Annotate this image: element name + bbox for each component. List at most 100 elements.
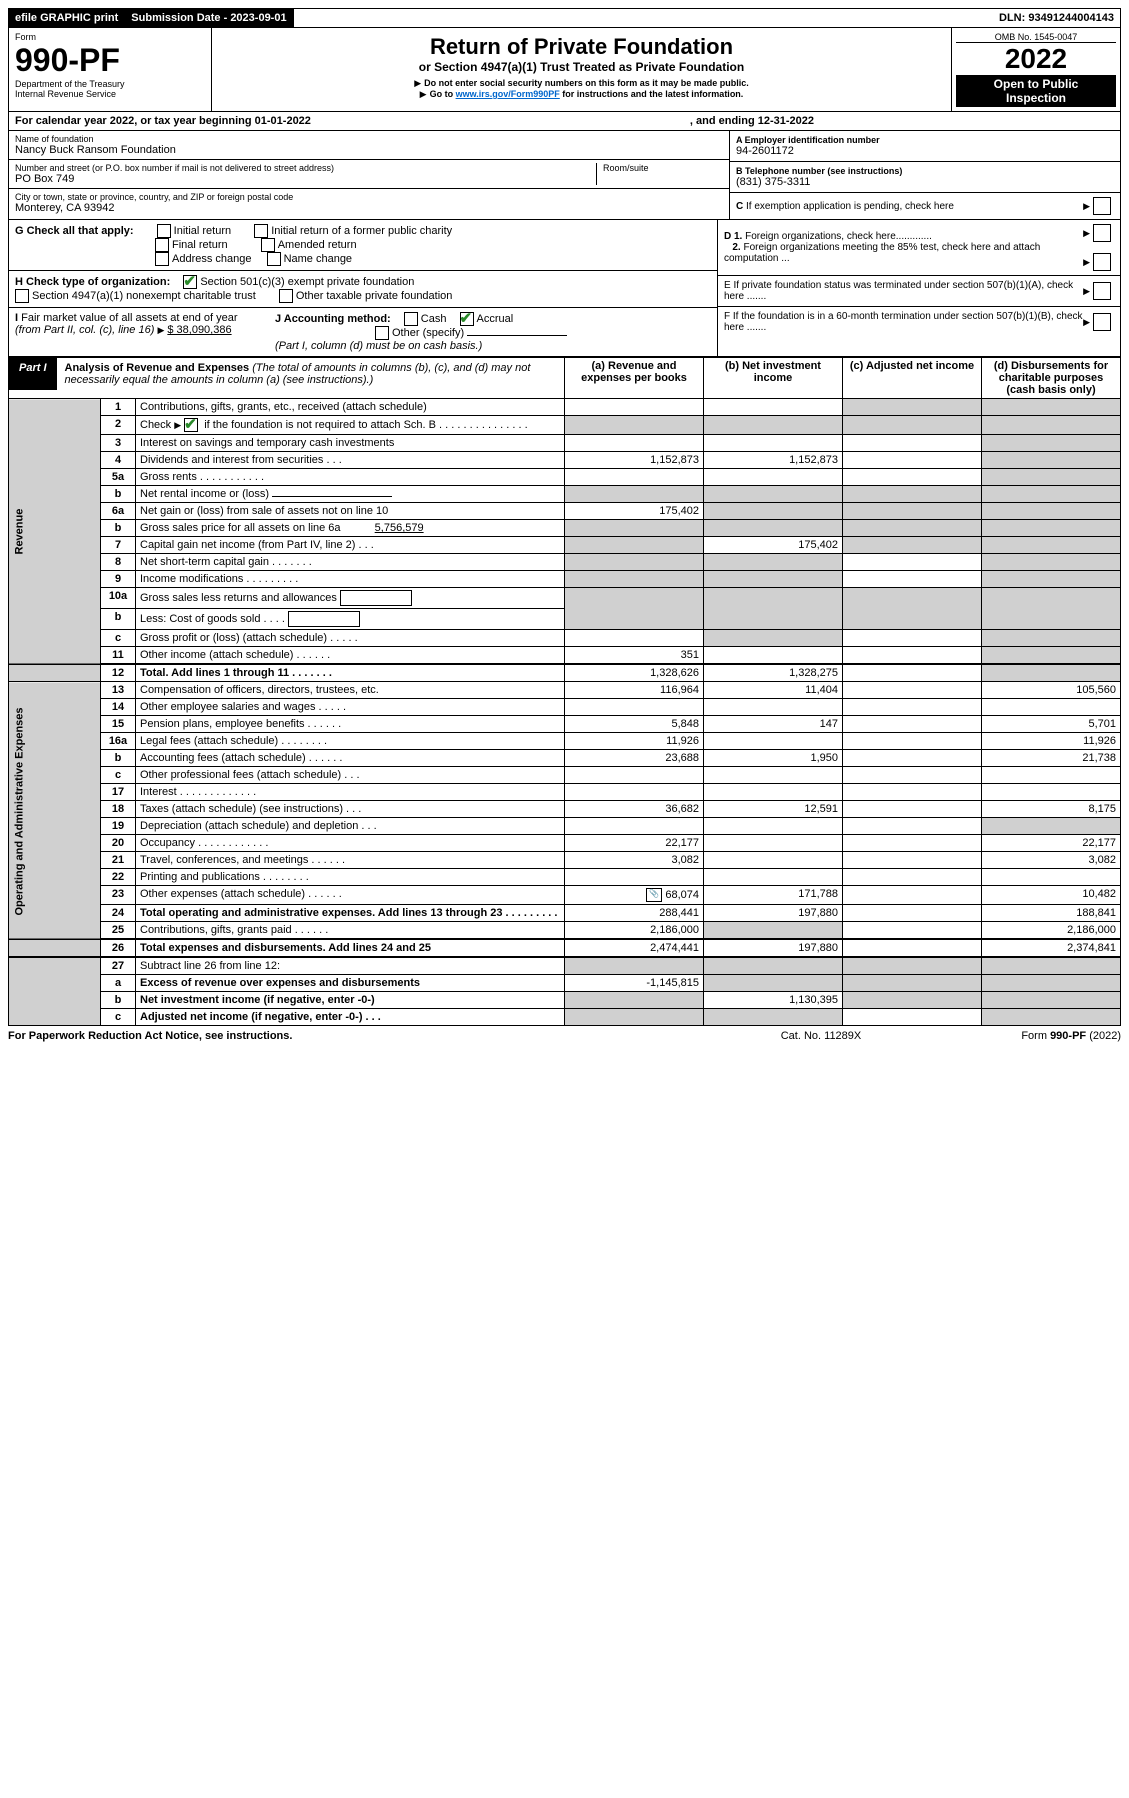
- g-label: G Check all that apply:: [15, 225, 134, 237]
- foundation-address: PO Box 749: [15, 173, 596, 185]
- check-section: G Check all that apply: Initial return I…: [8, 220, 1121, 357]
- form-header: Form 990-PF Department of the Treasury I…: [8, 28, 1121, 112]
- row-23: Other expenses (attach schedule) . . . .…: [136, 886, 565, 905]
- g-final-checkbox[interactable]: [155, 238, 169, 252]
- addr-label: Number and street (or P.O. box number if…: [15, 163, 596, 173]
- row-5b: Net rental income or (loss): [136, 486, 565, 503]
- h-label: H Check type of organization:: [15, 276, 170, 288]
- j-accrual-checkbox[interactable]: [460, 312, 474, 326]
- ein-label: A Employer identification number: [736, 135, 880, 145]
- name-label: Name of foundation: [15, 134, 723, 144]
- footer-left: For Paperwork Reduction Act Notice, see …: [8, 1030, 721, 1042]
- g-name-checkbox[interactable]: [267, 252, 281, 266]
- j-label: J Accounting method:: [275, 313, 391, 325]
- row-13: Compensation of officers, directors, tru…: [136, 682, 565, 699]
- e-text: E If private foundation status was termi…: [724, 280, 1083, 302]
- h-other-checkbox[interactable]: [279, 289, 293, 303]
- d1-checkbox[interactable]: [1093, 224, 1111, 242]
- page-footer: For Paperwork Reduction Act Notice, see …: [8, 1026, 1121, 1042]
- row-3: Interest on savings and temporary cash i…: [136, 435, 565, 452]
- row-16a: Legal fees (attach schedule) . . . . . .…: [136, 733, 565, 750]
- h-501c3-checkbox[interactable]: [183, 275, 197, 289]
- entity-block: Name of foundation Nancy Buck Ransom Fou…: [8, 131, 1121, 220]
- row-2: Check if the foundation is not required …: [136, 416, 565, 435]
- row-1: Contributions, gifts, grants, etc., rece…: [136, 399, 565, 416]
- c-label: If exemption application is pending, che…: [746, 201, 954, 212]
- row-27c: Adjusted net income (if negative, enter …: [136, 1009, 565, 1026]
- note-1: Do not enter social security numbers on …: [424, 78, 749, 88]
- open-public: Open to Public Inspection: [956, 75, 1116, 107]
- row-27b: Net investment income (if negative, ente…: [136, 992, 565, 1009]
- row-5a: Gross rents . . . . . . . . . . .: [136, 469, 565, 486]
- form-subtitle: or Section 4947(a)(1) Trust Treated as P…: [218, 60, 945, 74]
- row-9: Income modifications . . . . . . . . .: [136, 571, 565, 588]
- col-d-head: (d) Disbursements for charitable purpose…: [982, 358, 1121, 399]
- g-initial-former-checkbox[interactable]: [254, 224, 268, 238]
- e-checkbox[interactable]: [1093, 282, 1111, 300]
- row-10a: Gross sales less returns and allowances: [136, 588, 565, 609]
- j-cash-checkbox[interactable]: [404, 312, 418, 326]
- row-6a: Net gain or (loss) from sale of assets n…: [136, 503, 565, 520]
- row-7: Capital gain net income (from Part IV, l…: [136, 537, 565, 554]
- row-16c: Other professional fees (attach schedule…: [136, 767, 565, 784]
- form-word: Form: [15, 32, 205, 42]
- form-title: Return of Private Foundation: [218, 34, 945, 60]
- part1-table: Part I Analysis of Revenue and Expenses …: [8, 357, 1121, 1026]
- opex-section-label: Operating and Administrative Expenses: [9, 682, 101, 940]
- footer-cat: Cat. No. 11289X: [721, 1030, 921, 1042]
- row-20: Occupancy . . . . . . . . . . . .: [136, 835, 565, 852]
- phone-value: (831) 375-3311: [736, 176, 1114, 188]
- attachment-icon[interactable]: 📎: [646, 888, 662, 902]
- submission-date: Submission Date - 2023-09-01: [125, 9, 293, 27]
- row-21: Travel, conferences, and meetings . . . …: [136, 852, 565, 869]
- omb: OMB No. 1545-0047: [956, 32, 1116, 43]
- j-note: (Part I, column (d) must be on cash basi…: [275, 340, 482, 352]
- row-10c: Gross profit or (loss) (attach schedule)…: [136, 630, 565, 647]
- d1-text: Foreign organizations, check here.......…: [745, 231, 932, 242]
- schb-checkbox[interactable]: [184, 418, 198, 432]
- instructions-link[interactable]: www.irs.gov/Form990PF: [456, 89, 560, 99]
- foundation-name: Nancy Buck Ransom Foundation: [15, 144, 723, 156]
- g-amended-checkbox[interactable]: [261, 238, 275, 252]
- phone-label: B Telephone number (see instructions): [736, 166, 902, 176]
- col-a-head: (a) Revenue and expenses per books: [565, 358, 704, 399]
- col-c-head: (c) Adjusted net income: [843, 358, 982, 399]
- row-22: Printing and publications . . . . . . . …: [136, 869, 565, 886]
- d2-checkbox[interactable]: [1093, 253, 1111, 271]
- dept-1: Department of the Treasury: [15, 79, 205, 89]
- row-17: Interest . . . . . . . . . . . . .: [136, 784, 565, 801]
- row-15: Pension plans, employee benefits . . . .…: [136, 716, 565, 733]
- f-checkbox[interactable]: [1093, 313, 1111, 331]
- row-24: Total operating and administrative expen…: [136, 905, 565, 922]
- j-other-checkbox[interactable]: [375, 326, 389, 340]
- foundation-city: Monterey, CA 93942: [15, 202, 723, 214]
- dept-2: Internal Revenue Service: [15, 89, 205, 99]
- row-26: Total expenses and disbursements. Add li…: [136, 939, 565, 957]
- d2-text: Foreign organizations meeting the 85% te…: [724, 242, 1040, 264]
- row-4: Dividends and interest from securities .…: [136, 452, 565, 469]
- row-18: Taxes (attach schedule) (see instruction…: [136, 801, 565, 818]
- dln: DLN: 93491244004143: [993, 9, 1120, 27]
- g-initial-checkbox[interactable]: [157, 224, 171, 238]
- row-25: Contributions, gifts, grants paid . . . …: [136, 922, 565, 940]
- row-27a: Excess of revenue over expenses and disb…: [136, 975, 565, 992]
- form-number: 990-PF: [15, 42, 205, 79]
- c-checkbox[interactable]: [1093, 197, 1111, 215]
- room-label: Room/suite: [603, 163, 723, 173]
- city-label: City or town, state or province, country…: [15, 192, 723, 202]
- row-14: Other employee salaries and wages . . . …: [136, 699, 565, 716]
- calendar-year-row: For calendar year 2022, or tax year begi…: [8, 112, 1121, 131]
- i-value: $ 38,090,386: [167, 324, 231, 336]
- row-11: Other income (attach schedule) . . . . .…: [136, 647, 565, 665]
- h-4947-checkbox[interactable]: [15, 289, 29, 303]
- g-address-checkbox[interactable]: [155, 252, 169, 266]
- tax-year: 2022: [956, 43, 1116, 75]
- row-8: Net short-term capital gain . . . . . . …: [136, 554, 565, 571]
- ein-value: 94-2601172: [736, 145, 1114, 157]
- row-16b: Accounting fees (attach schedule) . . . …: [136, 750, 565, 767]
- row-27: Subtract line 26 from line 12:: [136, 957, 565, 975]
- row-19: Depreciation (attach schedule) and deple…: [136, 818, 565, 835]
- row-12: Total. Add lines 1 through 11 . . . . . …: [136, 664, 565, 682]
- row-10b: Less: Cost of goods sold . . . .: [136, 609, 565, 630]
- top-bar: efile GRAPHIC print Submission Date - 20…: [8, 8, 1121, 28]
